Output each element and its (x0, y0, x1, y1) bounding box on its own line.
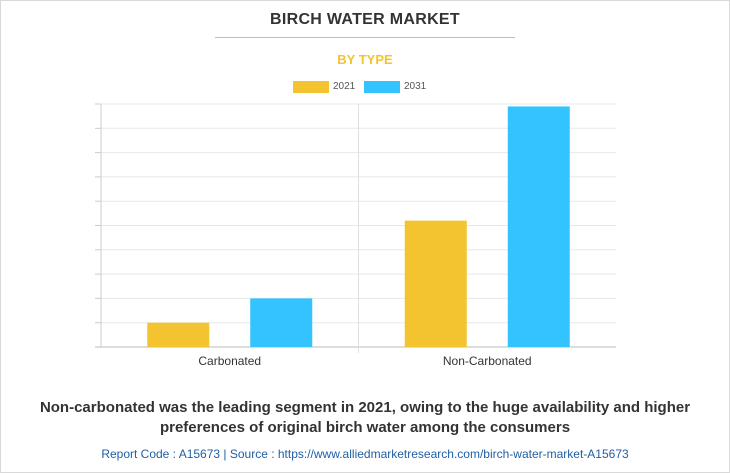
report-footer: Report Code : A15673 | Source : https://… (101, 447, 629, 461)
chart-title: BIRCH WATER MARKET (270, 11, 460, 28)
legend-swatch-2031 (364, 81, 400, 93)
bar-non-carbonated-2031 (507, 106, 570, 348)
legend-label-2031: 2031 (404, 81, 427, 92)
legend-label-2021: 2021 (333, 81, 356, 92)
legend-swatch-2021 (293, 81, 329, 93)
bar-carbonated-2021 (147, 322, 210, 347)
legend: 2021 2031 (0, 80, 730, 94)
bar-non-carbonated-2021 (404, 220, 467, 347)
x-tick-label: Carbonated (198, 354, 261, 368)
bar-chart: Carbonated Non-Carbonated (95, 103, 616, 368)
chart-caption: Non-carbonated was the leading segment i… (39, 399, 691, 436)
bar-carbonated-2031 (250, 298, 313, 347)
title-divider (215, 37, 515, 38)
x-tick-label: Non-Carbonated (443, 354, 532, 368)
chart-subtitle: BY TYPE (337, 52, 393, 67)
